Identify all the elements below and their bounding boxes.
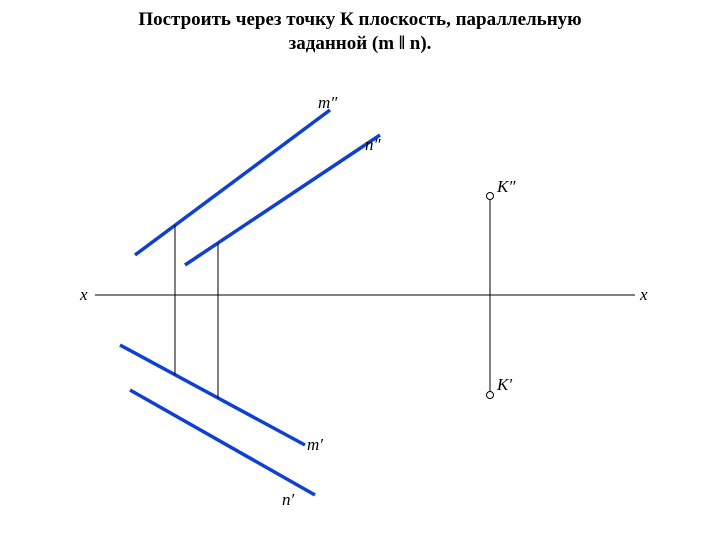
label-n1: n′ [282, 490, 295, 509]
point-k2 [487, 193, 494, 200]
line-m1 [120, 345, 305, 445]
point-k1 [487, 392, 494, 399]
label-m1: m′ [307, 435, 323, 454]
x-axis-label-left: x [79, 285, 88, 304]
label-k2: K″ [496, 177, 516, 196]
label-n2: n″ [365, 135, 382, 154]
line-n2 [185, 135, 380, 265]
label-m2: m″ [318, 93, 338, 112]
label-k1: K′ [496, 375, 512, 394]
line-n1 [130, 390, 315, 495]
diagram-canvas: x x m″ n″ m′ n′ K″ K′ [0, 0, 720, 540]
x-axis-label-right: x [639, 285, 648, 304]
